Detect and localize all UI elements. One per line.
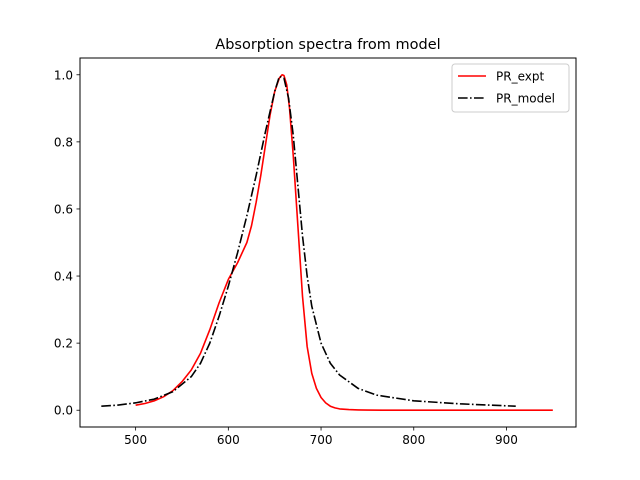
y-tick-label: 0.0 — [54, 404, 73, 418]
legend-label: PR_expt — [496, 70, 544, 84]
chart-title: Absorption spectra from model — [215, 37, 440, 53]
x-tick-label: 800 — [402, 433, 425, 447]
axes-frame — [79, 57, 577, 428]
y-tick-label: 0.4 — [54, 270, 73, 284]
y-tick-label: 1.0 — [54, 68, 73, 82]
x-tick-label: 500 — [124, 433, 147, 447]
legend: PR_expt PR_model — [451, 63, 570, 113]
y-tick-label: 0.2 — [54, 337, 73, 351]
x-tick-label: 600 — [217, 433, 240, 447]
x-tick-label: 900 — [495, 433, 518, 447]
series-layer — [101, 73, 553, 412]
ticks-layer: 500 600 700 800 900 0.0 0.2 0.4 0.6 0.8 1.0 — [54, 68, 518, 447]
x-tick-label: 700 — [310, 433, 333, 447]
series-line-pr-expt — [135, 73, 553, 412]
series-line-pr-model — [101, 75, 516, 407]
legend-label: PR_model — [496, 92, 555, 106]
y-tick-label: 0.8 — [54, 135, 73, 149]
y-tick-label: 0.6 — [54, 202, 73, 216]
